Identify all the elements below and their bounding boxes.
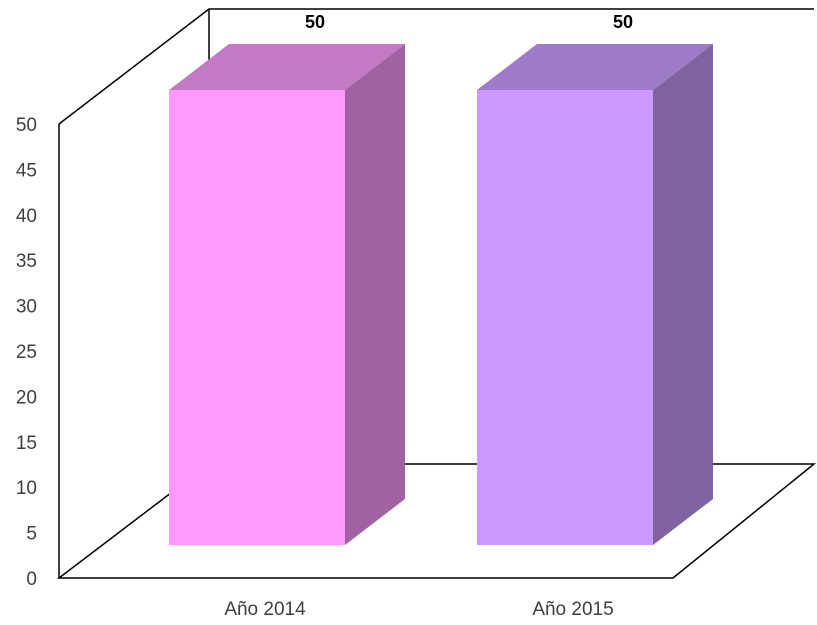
bar-top-face (169, 44, 405, 90)
bar-1 (169, 44, 405, 545)
bar-side-face (345, 44, 405, 545)
bar-front-face (477, 90, 653, 545)
floor-plane (56, 463, 817, 579)
bar-front-face (169, 90, 345, 545)
y-tick-label: 50 (16, 115, 37, 136)
y-tick-label: 5 (26, 524, 37, 545)
x-category-label: Año 2015 (532, 599, 613, 620)
y-tick-label: 35 (16, 251, 37, 272)
data-labels: 50 50 (305, 12, 633, 32)
bar-2 (477, 44, 713, 545)
bar-top-face (477, 44, 713, 90)
y-tick-label: 15 (16, 433, 37, 454)
y-tick-label: 20 (16, 387, 37, 408)
y-tick-label: 45 (16, 160, 37, 181)
bars (169, 44, 713, 545)
x-category-label: Año 2014 (224, 599, 306, 620)
data-label: 50 (305, 12, 325, 32)
y-tick-label: 25 (16, 342, 37, 363)
y-axis-ticks: 0 5 10 15 20 25 30 35 40 45 50 (16, 115, 37, 590)
x-axis-categories: Año 2014 Año 2015 (224, 599, 613, 620)
y-tick-label: 30 (16, 297, 37, 318)
y-tick-label: 0 (26, 569, 37, 590)
y-tick-label: 40 (16, 206, 37, 227)
bar-side-face (653, 44, 713, 545)
y-tick-label: 10 (16, 478, 37, 499)
data-label: 50 (613, 12, 633, 32)
